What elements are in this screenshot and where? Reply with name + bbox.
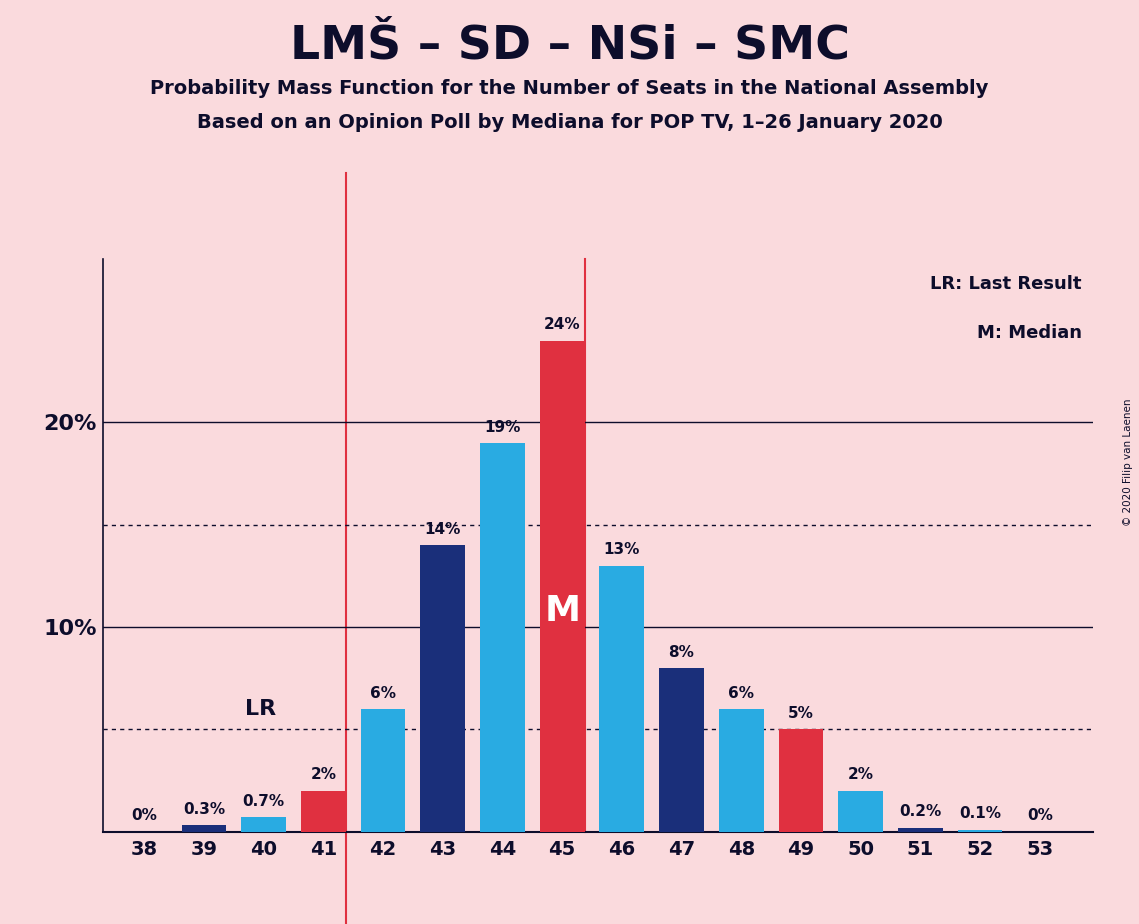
Text: LMŠ – SD – NSi – SMC: LMŠ – SD – NSi – SMC (289, 23, 850, 68)
Text: 19%: 19% (484, 419, 521, 434)
Text: 0%: 0% (131, 808, 157, 823)
Bar (361, 709, 405, 832)
Bar (898, 828, 943, 832)
Text: 5%: 5% (788, 706, 814, 721)
Text: 14%: 14% (425, 522, 461, 537)
Text: Based on an Opinion Poll by Mediana for POP TV, 1–26 January 2020: Based on an Opinion Poll by Mediana for … (197, 113, 942, 132)
Bar (420, 545, 465, 832)
Bar (838, 791, 883, 832)
Text: LR: LR (245, 699, 277, 719)
Text: 2%: 2% (311, 768, 336, 783)
Bar (540, 341, 584, 832)
Text: 0.2%: 0.2% (899, 804, 942, 820)
Bar (779, 729, 823, 832)
Text: 2%: 2% (847, 768, 874, 783)
Text: 0%: 0% (1026, 808, 1052, 823)
Text: M: Median: M: Median (976, 324, 1082, 342)
Text: 8%: 8% (669, 645, 695, 660)
Bar (480, 443, 525, 832)
Bar (301, 791, 346, 832)
Text: M: M (544, 593, 580, 627)
Text: 6%: 6% (370, 686, 396, 700)
Text: © 2020 Filip van Laenen: © 2020 Filip van Laenen (1123, 398, 1133, 526)
Text: 0.1%: 0.1% (959, 807, 1001, 821)
Bar (241, 817, 286, 832)
Bar (958, 830, 1002, 832)
Text: Probability Mass Function for the Number of Seats in the National Assembly: Probability Mass Function for the Number… (150, 79, 989, 98)
Bar (181, 825, 227, 832)
Text: LR: Last Result: LR: Last Result (931, 275, 1082, 293)
Text: 6%: 6% (728, 686, 754, 700)
Text: 0.7%: 0.7% (243, 794, 285, 809)
Bar (599, 565, 645, 832)
Text: 13%: 13% (604, 542, 640, 557)
Bar (659, 668, 704, 832)
Text: 24%: 24% (543, 317, 581, 333)
Bar (719, 709, 763, 832)
Text: 0.3%: 0.3% (183, 802, 226, 817)
